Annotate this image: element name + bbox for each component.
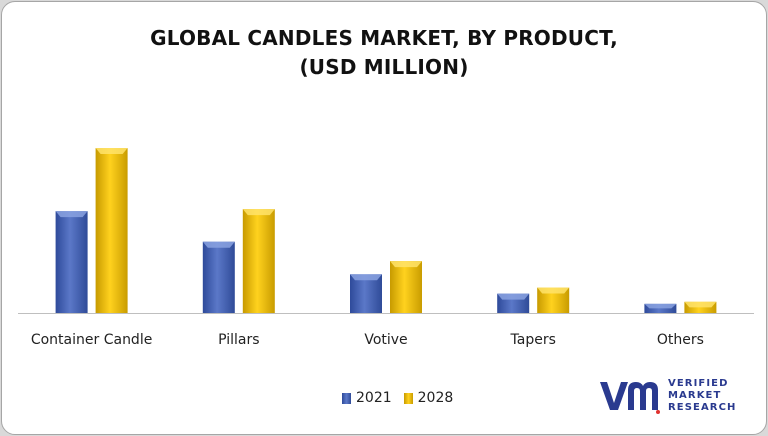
bar-container-candle-2021 <box>55 211 88 313</box>
chart-title-line1: GLOBAL CANDLES MARKET, BY PRODUCT, <box>150 26 618 50</box>
bar-cap-pillars-2028 <box>242 209 275 216</box>
legend-item-2021: 2021 <box>342 390 392 406</box>
legend-item-2028: 2028 <box>403 390 454 406</box>
bar-cap-container-candle-2021 <box>55 211 88 218</box>
bar-container-candle-2028 <box>95 148 128 313</box>
bar-cap-container-candle-2028 <box>95 148 128 155</box>
legend-swatch-2028 <box>403 392 413 404</box>
x-tick-label-votive: Votive <box>364 332 407 348</box>
x-tick-label-pillars: Pillars <box>218 332 259 348</box>
legend-label-2028: 2028 <box>417 390 454 406</box>
x-tick-label-others: Others <box>657 332 704 348</box>
vmr-logo-text: VERIFIED MARKET RESEARCH ® <box>668 378 737 414</box>
vmr-logo-mark-icon <box>600 382 660 414</box>
x-tick-label-container-candle: Container Candle <box>31 332 152 348</box>
legend-swatch-2021 <box>342 392 351 404</box>
bar-pillars-2021 <box>202 241 235 313</box>
legend-label-2021: 2021 <box>356 390 392 406</box>
bar-cap-tapers-2021 <box>497 293 530 300</box>
legend: 2021 2028 <box>342 389 465 407</box>
bar-cap-others-2028 <box>684 301 717 308</box>
bar-pillars-2028 <box>242 209 275 313</box>
logo-line3: RESEARCH <box>668 402 737 413</box>
bar-cap-tapers-2028 <box>537 287 570 294</box>
x-tick-label-tapers: Tapers <box>510 332 556 348</box>
logo-line1: VERIFIED <box>668 378 729 389</box>
bar-votive-2028 <box>390 261 422 313</box>
logo-line2: MARKET <box>668 390 722 401</box>
bar-cap-votive-2021 <box>350 274 382 281</box>
vmr-logo: VERIFIED MARKET RESEARCH ® <box>598 374 748 418</box>
bar-cap-pillars-2021 <box>202 241 235 248</box>
bar-cap-votive-2028 <box>390 261 422 268</box>
chart-title: GLOBAL CANDLES MARKET, BY PRODUCT, (USD … <box>2 24 766 82</box>
chart-title-line2: (USD MILLION) <box>299 55 469 79</box>
bar-votive-2021 <box>350 274 382 313</box>
bar-cap-others-2021 <box>644 303 677 309</box>
